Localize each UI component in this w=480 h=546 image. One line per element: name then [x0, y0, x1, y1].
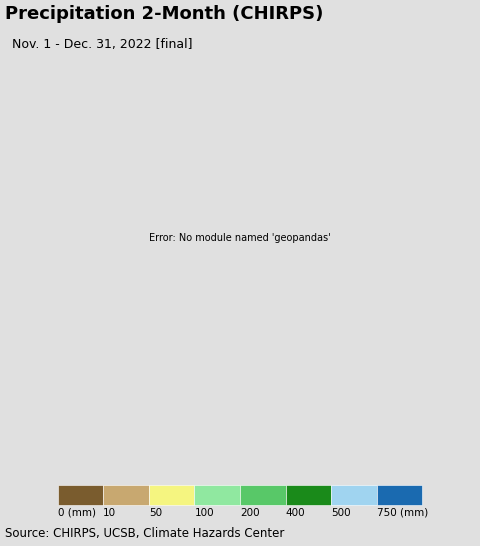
Bar — [149, 485, 194, 505]
Text: Precipitation 2-Month (CHIRPS): Precipitation 2-Month (CHIRPS) — [5, 5, 323, 23]
Text: 10: 10 — [103, 508, 116, 518]
Bar — [103, 485, 149, 505]
Bar — [286, 485, 331, 505]
Text: 0 (mm): 0 (mm) — [58, 508, 96, 518]
Bar — [240, 485, 286, 505]
Text: 200: 200 — [240, 508, 260, 518]
Bar — [331, 485, 377, 505]
Bar — [194, 485, 240, 505]
Bar — [377, 485, 422, 505]
Text: 750 (mm): 750 (mm) — [377, 508, 428, 518]
Bar — [58, 485, 103, 505]
Text: 100: 100 — [194, 508, 214, 518]
Text: Error: No module named 'geopandas': Error: No module named 'geopandas' — [149, 233, 331, 242]
Text: 50: 50 — [149, 508, 162, 518]
Text: 400: 400 — [286, 508, 305, 518]
Text: Source: CHIRPS, UCSB, Climate Hazards Center: Source: CHIRPS, UCSB, Climate Hazards Ce… — [5, 527, 284, 541]
Text: Nov. 1 - Dec. 31, 2022 [final]: Nov. 1 - Dec. 31, 2022 [final] — [12, 38, 192, 51]
Text: 500: 500 — [331, 508, 351, 518]
